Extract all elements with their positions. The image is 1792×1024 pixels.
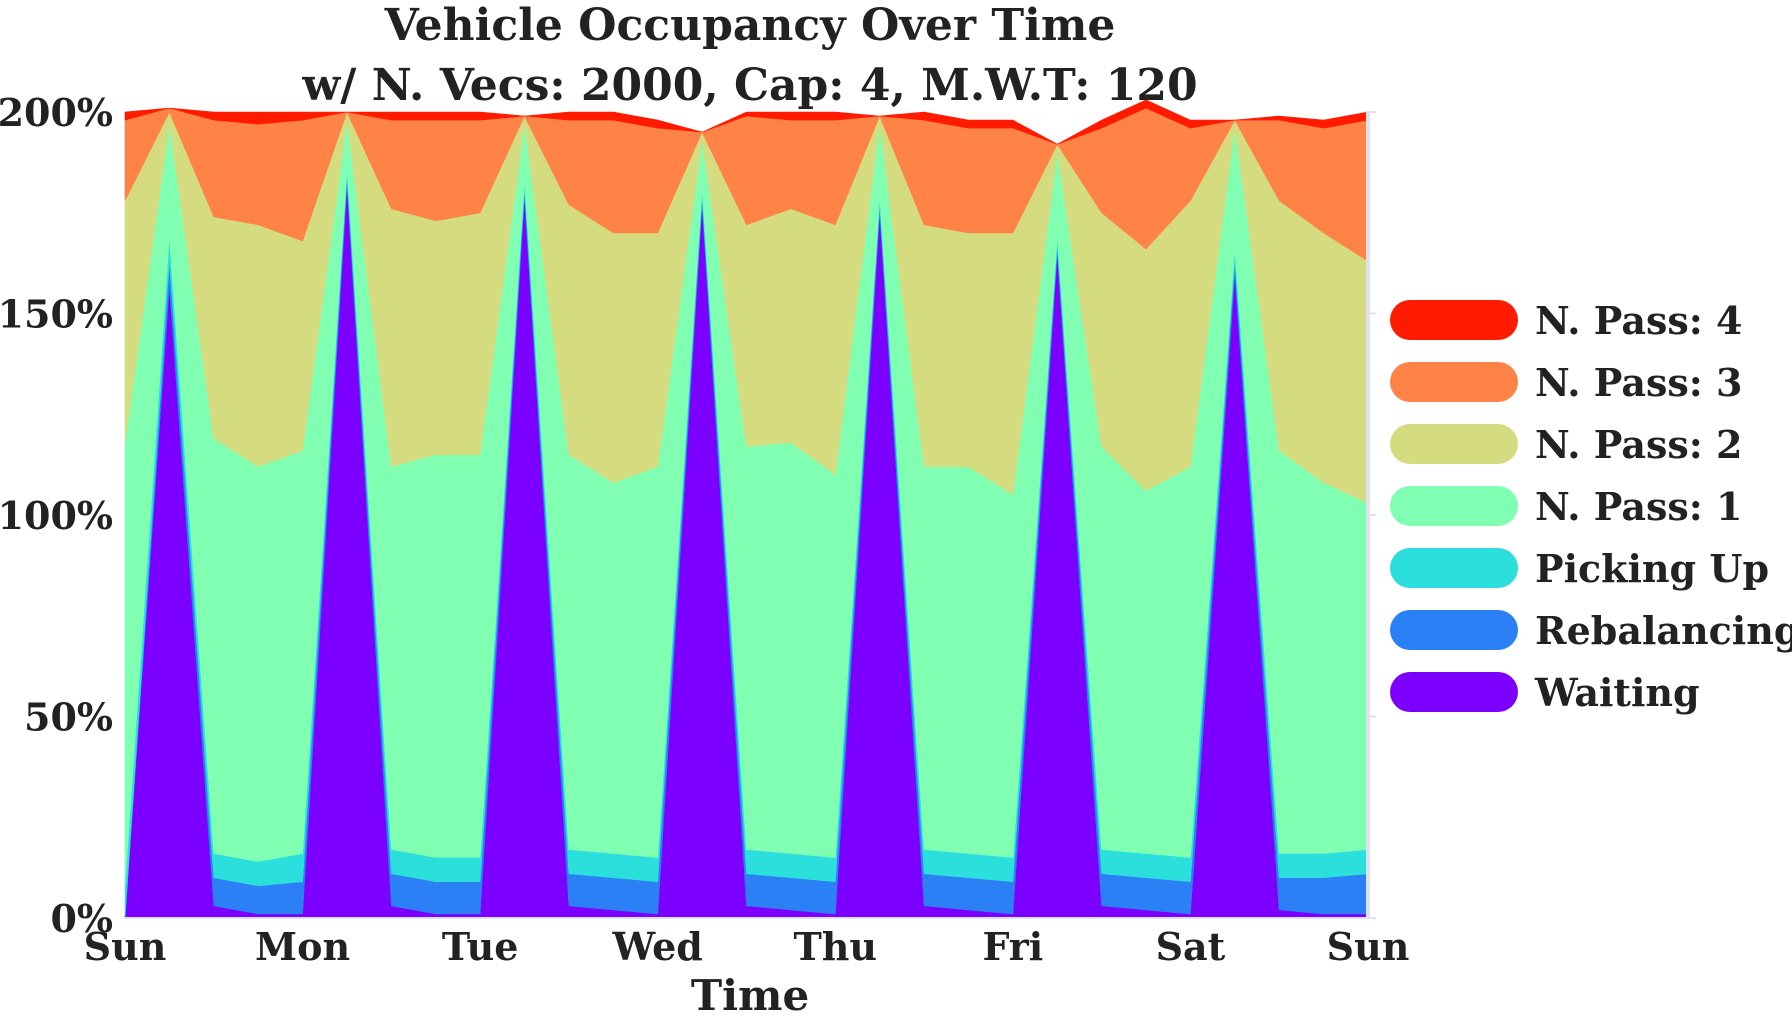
x-tick-label: Thu	[794, 924, 878, 969]
x-tick-label: Sun	[84, 924, 167, 969]
y-tick-label: 0%	[50, 896, 113, 941]
legend-label: N. Pass: 1	[1535, 484, 1742, 529]
legend-label: N. Pass: 2	[1535, 422, 1742, 467]
x-tick-label: Sun	[1327, 924, 1410, 969]
plot-area	[124, 99, 1370, 919]
legend-item-picking-up: Picking Up	[1390, 546, 1769, 591]
x-tick-label: Fri	[982, 924, 1043, 969]
x-tick-label: Tue	[442, 924, 519, 969]
y-tick-label: 50%	[24, 695, 113, 740]
chart-title: Vehicle Occupancy Over Time	[384, 0, 1116, 51]
y-tick-label: 200%	[0, 90, 113, 135]
legend-label: Picking Up	[1535, 546, 1769, 591]
legend-swatch	[1390, 672, 1518, 712]
legend-label: Rebalancing	[1535, 608, 1792, 653]
legend-swatch	[1390, 300, 1518, 340]
legend-swatch	[1390, 548, 1518, 588]
x-tick-label: Wed	[612, 924, 703, 969]
legend-swatch	[1390, 610, 1518, 650]
y-axis: 0% 50% 100% 150% 200%	[0, 90, 1376, 941]
legend: N. Pass: 4 N. Pass: 3 N. Pass: 2 N. Pass: 1…	[1390, 298, 1792, 715]
legend-item-rebalancing: Rebalancing	[1390, 608, 1792, 653]
legend-item-n-pass-2: N. Pass: 2	[1390, 422, 1742, 467]
legend-label: N. Pass: 3	[1535, 360, 1742, 405]
legend-swatch	[1390, 362, 1518, 402]
legend-swatch	[1390, 424, 1518, 464]
legend-label: N. Pass: 4	[1535, 298, 1742, 343]
x-tick-label: Sat	[1156, 924, 1226, 969]
x-axis: Sun Mon Tue Wed Thu Fri Sat Sun	[84, 924, 1410, 969]
legend-item-n-pass-3: N. Pass: 3	[1390, 360, 1742, 405]
y-tick-label: 150%	[0, 292, 113, 337]
legend-item-waiting: Waiting	[1390, 670, 1700, 715]
legend-item-n-pass-4: N. Pass: 4	[1390, 298, 1742, 343]
x-axis-label: Time	[691, 971, 809, 1020]
chart-subtitle: w/ N. Vecs: 2000, Cap: 4, M.W.T: 120	[301, 60, 1197, 111]
x-tick-label: Mon	[255, 924, 350, 969]
legend-label: Waiting	[1534, 670, 1700, 715]
y-tick-label: 100%	[0, 493, 113, 538]
legend-item-n-pass-1: N. Pass: 1	[1390, 484, 1742, 529]
legend-swatch	[1390, 486, 1518, 526]
